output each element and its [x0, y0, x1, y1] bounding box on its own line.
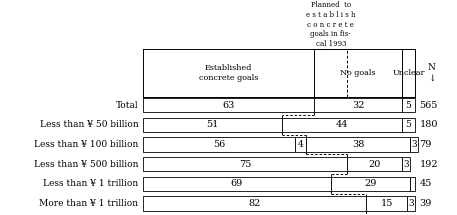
Text: 180: 180 — [420, 120, 438, 129]
Bar — [410, 137, 418, 152]
Text: Total: Total — [116, 101, 138, 110]
Bar — [314, 98, 402, 112]
Bar — [402, 118, 415, 132]
Text: More than ¥ 1 trillion: More than ¥ 1 trillion — [39, 199, 138, 208]
Text: N
↓: N ↓ — [428, 63, 436, 83]
Text: Less than ¥ 50 billion: Less than ¥ 50 billion — [40, 120, 138, 129]
Bar — [143, 118, 282, 132]
Bar — [407, 197, 415, 210]
Bar — [366, 197, 407, 210]
Text: 5: 5 — [406, 120, 411, 129]
Bar — [306, 137, 410, 152]
Bar — [282, 118, 402, 132]
Text: 63: 63 — [222, 101, 235, 110]
Text: 82: 82 — [248, 199, 260, 208]
Bar — [347, 157, 402, 171]
Text: Established
concrete goals: Established concrete goals — [199, 64, 258, 82]
Text: 44: 44 — [335, 120, 348, 129]
Text: 3: 3 — [409, 199, 414, 208]
Bar — [143, 197, 366, 210]
Text: Less than ¥ 500 billion: Less than ¥ 500 billion — [34, 160, 138, 169]
Text: 75: 75 — [239, 160, 251, 169]
Text: 39: 39 — [420, 199, 432, 208]
Text: 56: 56 — [213, 140, 225, 149]
Text: 3: 3 — [411, 140, 417, 149]
Bar — [295, 137, 306, 152]
Bar — [143, 137, 295, 152]
Text: 38: 38 — [352, 140, 364, 149]
Text: 5: 5 — [406, 101, 411, 110]
Text: 79: 79 — [420, 140, 432, 149]
Text: 51: 51 — [206, 120, 218, 129]
Bar — [410, 177, 415, 191]
Text: 4: 4 — [298, 140, 303, 149]
Bar — [143, 157, 347, 171]
Bar — [331, 177, 410, 191]
Bar — [143, 177, 331, 191]
Text: Planned  to
e s t a b l i s h
c o n c r e t e
goals in fis-
cal 1993: Planned to e s t a b l i s h c o n c r e… — [306, 1, 356, 48]
Text: No goals: No goals — [340, 69, 376, 77]
Text: 565: 565 — [420, 101, 438, 110]
Text: Less than ¥ 1 trillion: Less than ¥ 1 trillion — [43, 179, 138, 188]
Text: Unclear: Unclear — [393, 69, 425, 77]
Bar — [143, 98, 314, 112]
Text: 20: 20 — [368, 160, 381, 169]
Text: 192: 192 — [420, 160, 438, 169]
Text: 32: 32 — [352, 101, 364, 110]
Text: 29: 29 — [364, 179, 377, 188]
Bar — [402, 157, 410, 171]
Text: Less than ¥ 100 billion: Less than ¥ 100 billion — [34, 140, 138, 149]
Text: 3: 3 — [403, 160, 409, 169]
Text: 15: 15 — [381, 199, 393, 208]
Bar — [402, 98, 415, 112]
Text: 69: 69 — [231, 179, 243, 188]
Text: 45: 45 — [420, 179, 432, 188]
